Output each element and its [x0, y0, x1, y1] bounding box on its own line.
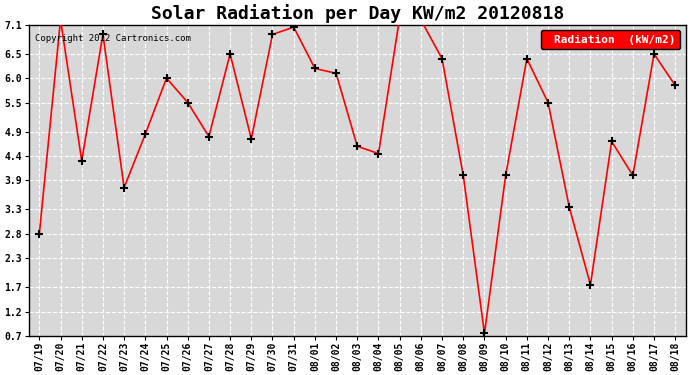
Legend: Radiation  (kW/m2): Radiation (kW/m2)	[541, 30, 680, 49]
Text: Copyright 2012 Cartronics.com: Copyright 2012 Cartronics.com	[35, 34, 191, 43]
Title: Solar Radiation per Day KW/m2 20120818: Solar Radiation per Day KW/m2 20120818	[150, 4, 564, 23]
